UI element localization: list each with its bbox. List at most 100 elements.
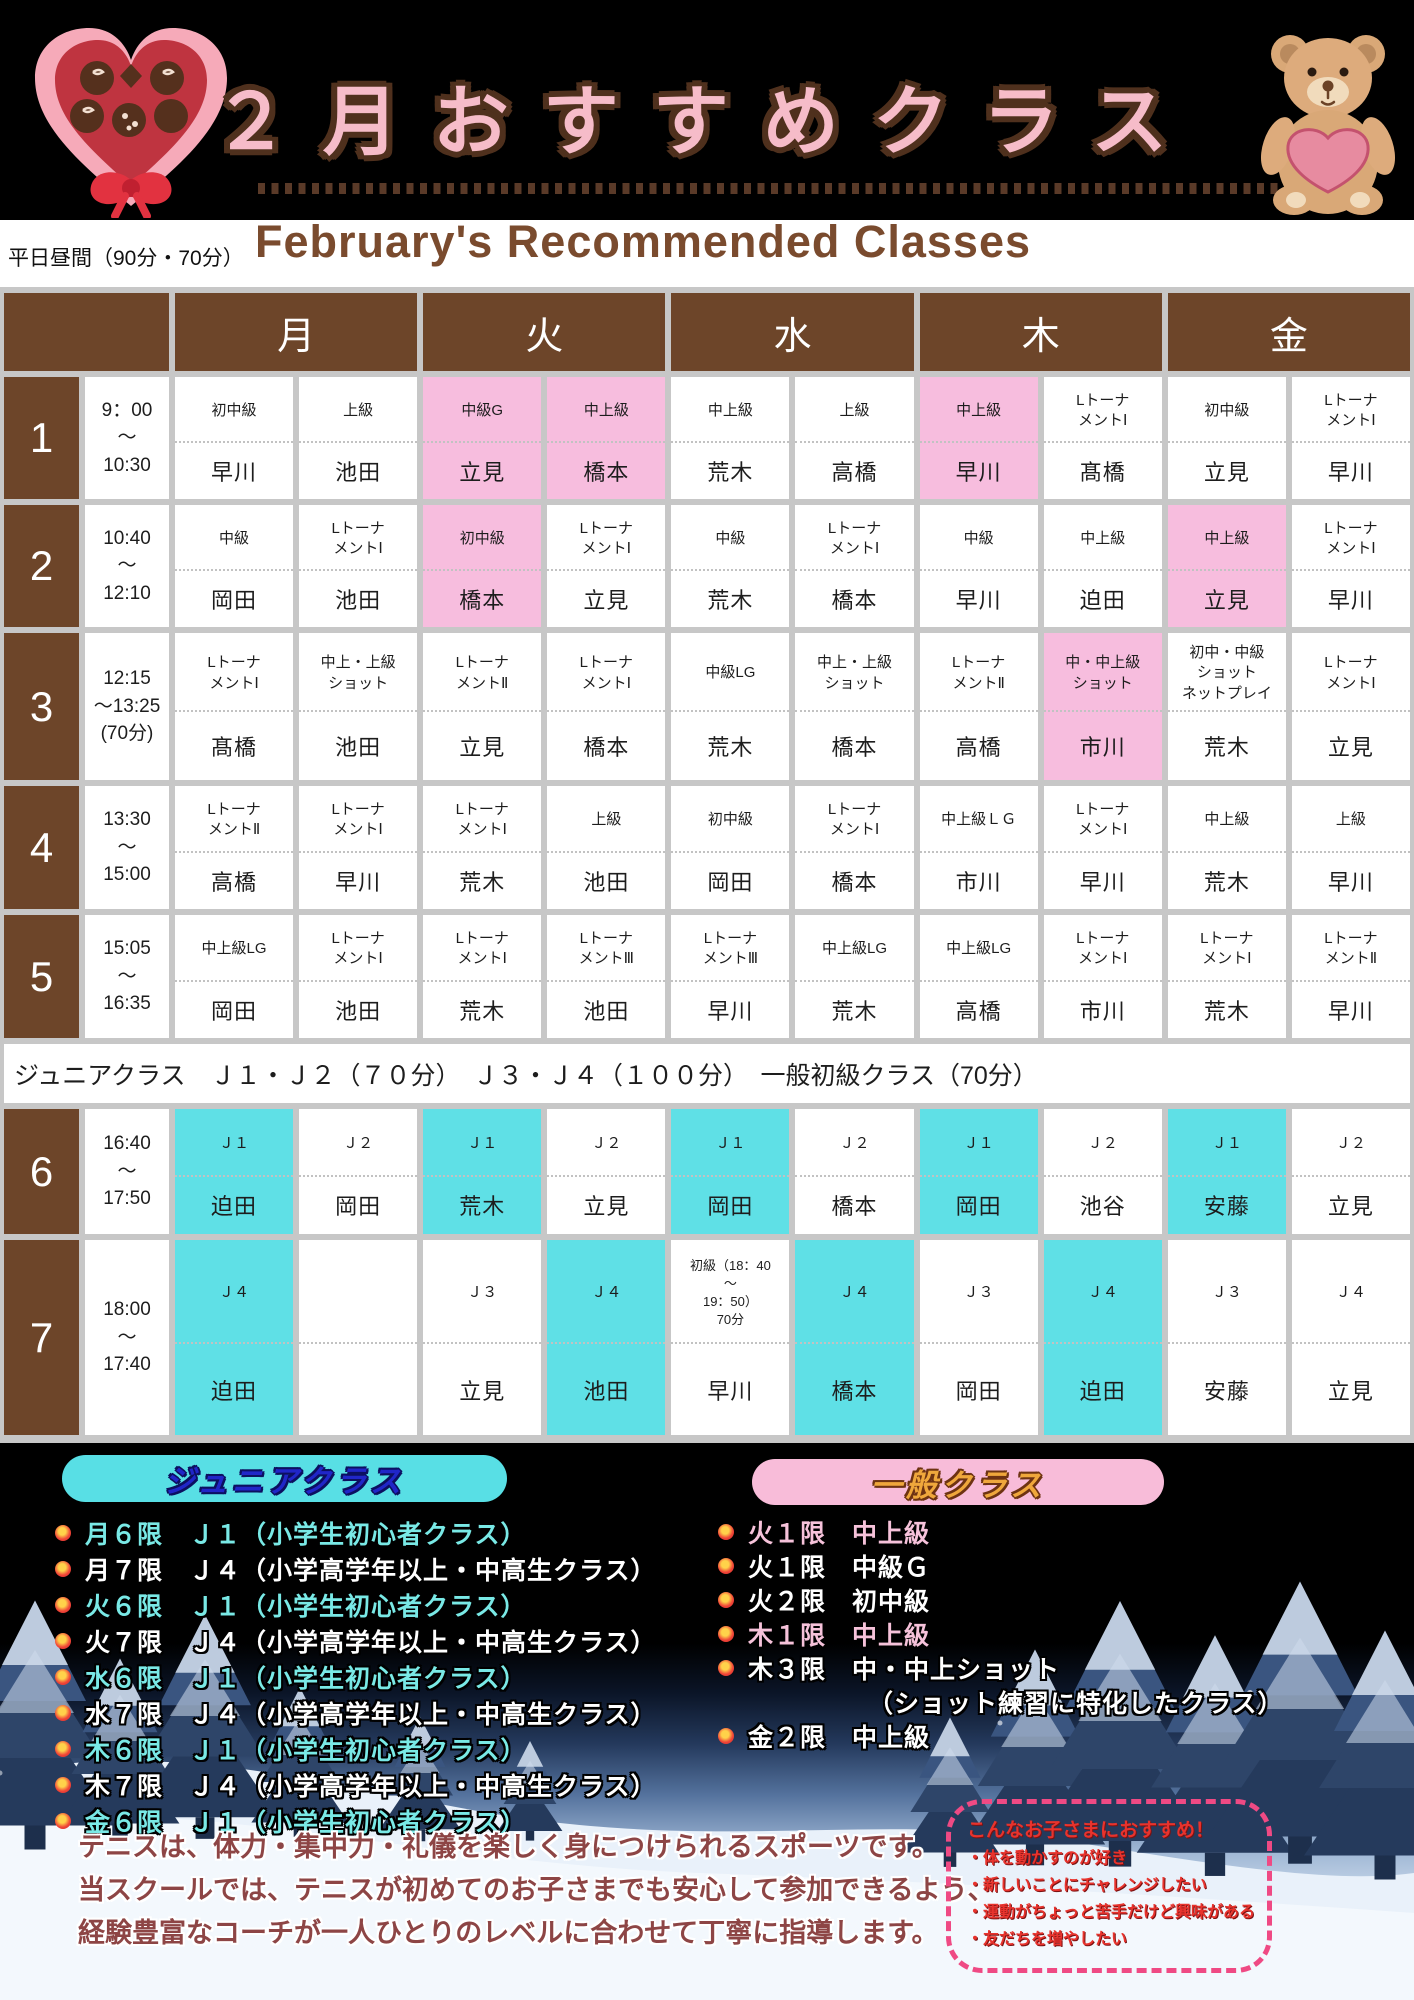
cell-separator (919, 850, 1038, 853)
instructor-name: 安藤 (1203, 1378, 1250, 1404)
instructor-name: 早川 (211, 460, 258, 486)
class-cell: Ｊ３ 岡田 (919, 1240, 1038, 1435)
cell-separator (175, 569, 294, 572)
class-name: Lトーナ メントⅠ (1076, 930, 1130, 968)
period-time: 13:30 ～ 15:00 (85, 786, 169, 909)
class-cell: 中上級 立見 (1167, 505, 1286, 627)
instructor-name: 岡田 (211, 998, 258, 1024)
class-cell: Ｊ２ 池谷 (1043, 1109, 1162, 1234)
class-cell: Lトーナ メントⅠ 早川 (1043, 786, 1162, 909)
bullet-icon (55, 1633, 71, 1649)
class-name: Ｊ４ (839, 1283, 870, 1301)
cell-separator (671, 441, 790, 444)
class-name: Ｊ４ (1087, 1283, 1118, 1301)
class-name: Ｊ３ (1211, 1283, 1242, 1301)
class-cell: Ｊ１ 岡田 (919, 1109, 1038, 1234)
class-name: 中上級 (1204, 529, 1250, 547)
period-number: 6 (4, 1109, 79, 1234)
class-name: Lトーナ メントⅠ (1076, 801, 1130, 839)
instructor-name: 池田 (335, 460, 382, 486)
instructor-name: 立見 (459, 460, 506, 486)
class-cell: Ｊ２ 橋本 (795, 1109, 914, 1234)
period-number: 4 (4, 786, 79, 909)
class-cell: 中級 荒木 (671, 505, 790, 627)
promo-text-line: テニスは、体力・集中力・礼儀を楽しく身につけられるスポーツです。 (78, 1832, 939, 1862)
period-time: 12:15 ～13:25 (70分) (85, 633, 169, 780)
class-name: Ｊ１ (467, 1134, 498, 1152)
junior-class-legend-title: ジュニアクラス (62, 1455, 507, 1502)
class-name: Lトーナ メントⅠ (1324, 391, 1378, 430)
period-number: 5 (4, 915, 79, 1038)
legend-item-text: 金２限 中上級 (748, 1724, 931, 1752)
class-cell: Lトーナ メントⅠ 早川 (1291, 505, 1410, 627)
class-cell: Ｊ３ 安藤 (1167, 1240, 1286, 1435)
bullet-icon (718, 1524, 734, 1540)
legend-item-text: （ショット練習に特化したクラス） (868, 1690, 1284, 1718)
class-cell: 中上級LG 高橋 (919, 915, 1038, 1038)
class-cell: 中級G 立見 (423, 377, 542, 499)
cell-separator (547, 979, 666, 982)
instructor-name: 荒木 (1203, 735, 1250, 761)
cell-separator (175, 979, 294, 982)
instructor-name: 立見 (1327, 735, 1374, 761)
class-cell: Ｊ４ 迫田 (1043, 1240, 1162, 1435)
class-name: Lトーナ メントⅡ (207, 801, 261, 839)
general-legend-item: 木１限 中上級 (718, 1617, 1284, 1651)
cell-separator (1043, 441, 1162, 444)
instructor-name: 市川 (1079, 998, 1126, 1024)
instructor-name: 立見 (583, 1194, 630, 1220)
class-cell: Lトーナ メントⅢ 早川 (671, 915, 790, 1038)
class-cell: Lトーナ メントⅠ 髙橋 (1043, 377, 1162, 499)
day-header: 水 (671, 293, 914, 371)
class-name: 中上級 (1080, 529, 1126, 547)
junior-legend-item: 火６限 Ｊ１（小学生初心者クラス） (55, 1587, 657, 1623)
bullet-icon (55, 1669, 71, 1685)
class-name: Lトーナ メントⅢ (702, 930, 759, 968)
day-header: 火 (423, 293, 666, 371)
class-name: Lトーナ メントⅠ (579, 654, 634, 692)
cell-separator (547, 441, 666, 444)
class-cell: 中上級 迫田 (1043, 505, 1162, 627)
cell-separator (671, 569, 790, 572)
junior-legend-item: 水７限 Ｊ４（小学高学年以上・中高生クラス） (55, 1695, 657, 1731)
class-name: Ｊ２ (1335, 1134, 1366, 1152)
class-cell: 中上・上級 ショット 池田 (299, 633, 418, 780)
class-name: Lトーナ メントⅠ (455, 801, 509, 839)
instructor-name: 池田 (583, 869, 630, 895)
class-name: Ｊ１ (715, 1134, 746, 1152)
class-cell: Lトーナ メントⅠ 橋本 (795, 505, 914, 627)
cell-separator (1291, 850, 1410, 853)
cell-separator (423, 441, 542, 444)
instructor-name: 池田 (335, 588, 382, 614)
cell-separator (1167, 441, 1286, 444)
period-time: 16:40 ～ 17:50 (85, 1109, 169, 1234)
cell-separator (423, 850, 542, 853)
class-name: Lトーナ メントⅠ (827, 801, 882, 839)
class-cell: Ｊ４ 池田 (547, 1240, 666, 1435)
class-name: 上級 (343, 401, 374, 419)
instructor-name: 岡田 (955, 1194, 1002, 1220)
class-name: Lトーナ メントⅠ (1324, 519, 1378, 558)
class-name: 初級（18：40 ～ 19：50） 70分 (689, 1257, 771, 1328)
junior-legend-item: 火７限 Ｊ４（小学高学年以上・中高生クラス） (55, 1623, 657, 1659)
instructor-name: 荒木 (1203, 998, 1250, 1024)
period-number: 3 (4, 633, 79, 780)
schedule-table: 月火水木金 1 9：00 ～ 10:30 初中級 早川 上級 池田 中級G 立見 中上級 橋本 中上級… (0, 287, 1414, 1443)
class-cell: 上級 池田 (547, 786, 666, 909)
recommend-box-title: こんなお子さまにおすすめ！ (967, 1820, 1215, 1841)
legend-item-text: 金６限 Ｊ１（小学生初心者クラス） (85, 1809, 527, 1837)
class-cell: Ｊ２ 立見 (547, 1109, 666, 1234)
cell-separator (299, 1342, 418, 1345)
junior-legend-item: 金６限 Ｊ１（小学生初心者クラス） (55, 1803, 657, 1839)
class-cell: Lトーナ メントⅠ 池田 (299, 915, 418, 1038)
cell-separator (423, 1342, 542, 1345)
class-cell: 初中・中級 ショット ネットプレイ 荒木 (1167, 633, 1286, 780)
period-number: 7 (4, 1240, 79, 1435)
class-name: Lトーナ メントⅡ (1324, 930, 1378, 968)
instructor-name: 髙橋 (1079, 460, 1126, 486)
class-cell: 中級 早川 (919, 505, 1038, 627)
class-name: 初中級 (1204, 401, 1250, 419)
instructor-name: 荒木 (831, 998, 878, 1024)
period-time: 9：00 ～ 10:30 (85, 377, 169, 499)
weekday-note: 平日昼間（90分・70分） (8, 247, 244, 270)
